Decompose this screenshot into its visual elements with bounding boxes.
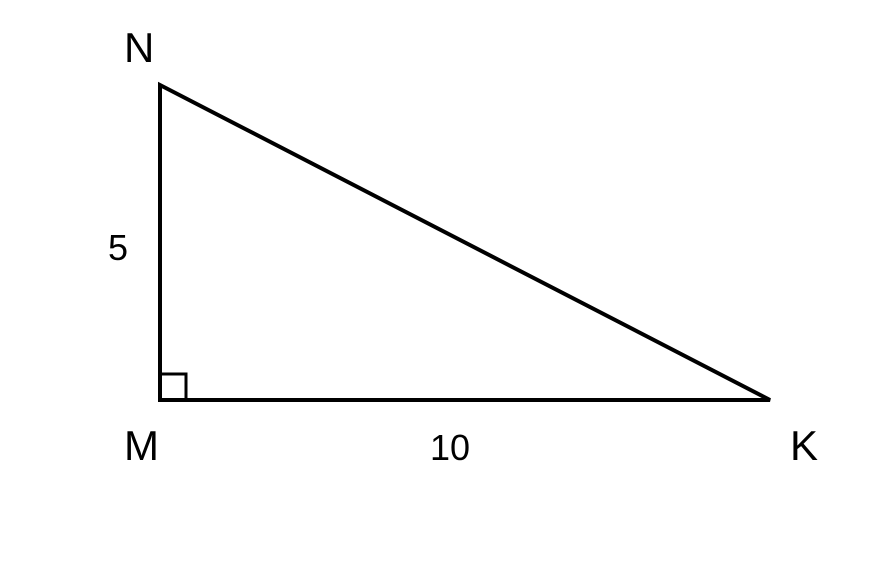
vertex-label-m: M	[124, 422, 159, 469]
right-triangle-diagram: N M K 5 10	[0, 0, 892, 578]
vertex-label-n: N	[124, 24, 154, 71]
canvas-background	[0, 0, 892, 578]
side-label-mk: 10	[430, 427, 470, 468]
vertex-label-k: K	[790, 422, 818, 469]
side-label-nm: 5	[108, 227, 128, 268]
